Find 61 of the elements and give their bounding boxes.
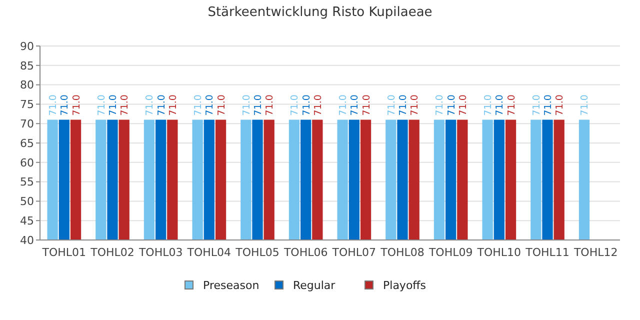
y-tick-label: 80 [20,78,34,92]
legend-label: Playoffs [383,279,426,292]
y-tick-label: 75 [20,98,34,112]
data-label: 71.0 [204,94,216,116]
data-label: 71.0 [264,94,276,116]
x-tick-label: TOHL04 [186,246,232,259]
x-tick-label: TOHL03 [138,246,183,259]
data-label: 71.0 [253,94,264,116]
data-label: 71.0 [506,94,518,116]
x-tick-label: TOHL01 [41,246,86,259]
data-label: 71.0 [71,94,82,116]
data-label: 71.0 [434,94,446,116]
data-label: 71.0 [543,94,554,116]
data-label: 71.0 [410,94,421,116]
y-tick-label: 65 [20,136,34,150]
data-label: 71.0 [48,94,60,116]
y-tick-label: 85 [20,59,34,72]
y-tick-label: 40 [20,234,34,247]
data-label: 71.0 [60,94,71,116]
data-label: 71.0 [531,94,542,116]
legend-label: Preseason [203,279,260,292]
x-tick-label: TOHL10 [476,246,522,259]
data-label: 71.0 [398,94,409,116]
legend-label: Regular [293,279,336,292]
data-label: 71.0 [361,94,372,116]
data-label: 71.0 [312,94,324,116]
y-tick-label: 70 [20,117,34,130]
data-label: 71.0 [156,94,168,116]
data-label: 71.0 [386,94,398,116]
data-label: 71.0 [108,94,119,116]
data-label: 71.0 [193,94,204,116]
data-label: 71.0 [241,94,252,116]
data-label: 71.0 [216,94,228,116]
y-tick-label: 45 [20,214,34,228]
x-tick-label: TOHL07 [331,246,376,259]
data-label: 71.0 [446,94,458,116]
data-label: 71.0 [494,94,506,116]
data-label: 71.0 [144,94,156,116]
data-label: 71.0 [120,94,131,116]
data-label: 71.0 [301,94,312,116]
data-label: 71.0 [168,94,179,116]
chart-title: Stärkeentwicklung Risto Kupilaeae [208,5,432,20]
x-tick-label: TOHL02 [90,246,134,259]
data-label: 71.0 [554,94,566,116]
data-label: 71.0 [96,94,108,116]
x-tick-label: TOHL12 [572,246,618,259]
data-label: 71.0 [580,94,591,116]
y-tick-label: 50 [20,195,34,208]
y-tick-label: 90 [20,40,34,53]
data-label: 71.0 [483,94,494,116]
y-tick-label: 60 [20,156,34,170]
x-tick-label: TOHL05 [234,246,280,259]
data-label: 71.0 [290,94,301,116]
data-label: 71.0 [338,94,350,116]
data-label: 71.0 [350,94,361,116]
x-tick-label: TOHL06 [282,246,328,259]
data-label: 71.0 [458,94,469,116]
x-tick-label: TOHL11 [524,246,570,259]
y-tick-label: 55 [20,176,34,189]
x-tick-label: TOHL08 [380,246,424,259]
x-tick-label: TOHL09 [428,246,473,259]
